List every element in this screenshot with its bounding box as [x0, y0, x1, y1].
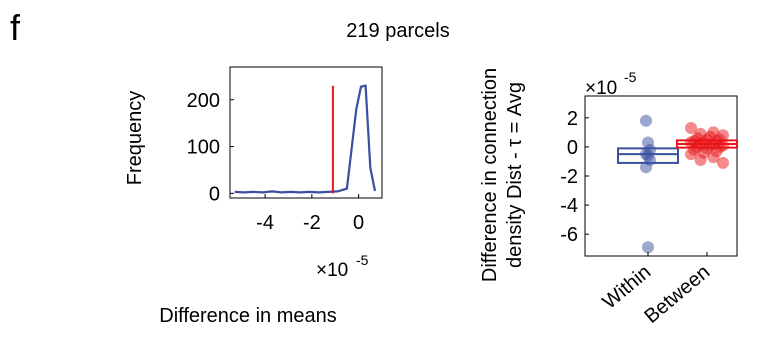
box-y-exponent-base: ×10	[585, 78, 617, 99]
histogram-plot-frame	[229, 66, 383, 199]
box-y-axis-label-line2: density Dist - τ = Avg	[504, 82, 526, 268]
histogram-y-tick-label: 200	[187, 90, 220, 112]
histogram-x-exponent-power: -5	[356, 252, 369, 268]
box-data-point	[642, 241, 654, 254]
box-y-exponent-power: -5	[624, 69, 637, 85]
box-data-point	[685, 122, 697, 134]
histogram-x-tick-label: -2	[303, 212, 321, 234]
box-plot-frame	[584, 95, 738, 257]
histogram-series-line	[234, 84, 377, 194]
histogram-y-axis-label: Frequency	[124, 91, 146, 186]
box-y-tick-label: -4	[560, 195, 578, 217]
box-iqr	[617, 147, 679, 164]
box-data-point	[694, 154, 707, 166]
box-y-tick-label: 2	[567, 108, 578, 130]
box-data-point	[640, 161, 652, 174]
histogram-y-tick-label: 100	[187, 137, 220, 159]
box-x-tick-label: Between	[640, 261, 714, 328]
box-y-tick-label: -2	[560, 166, 578, 188]
box-chart-title: 219 parcels	[346, 20, 449, 42]
panel-letter: f	[10, 7, 21, 48]
box-y-exponent: ×10 -5	[585, 69, 637, 99]
histogram-chart: 0 100 200 -4 -2 0 Frequency Difference in me…	[124, 66, 383, 327]
histogram-x-tick-label: 0	[353, 212, 364, 234]
histogram-x-exponent: ×10 -5	[316, 252, 369, 281]
histogram-x-exponent-base: ×10	[316, 260, 348, 281]
box-data-point	[640, 114, 652, 127]
box-y-tick-label: 0	[567, 137, 578, 159]
box-y-tick-label: -6	[560, 224, 578, 246]
histogram-y-tick-label: 0	[209, 183, 220, 205]
box-scatter-chart: 219 parcels Difference in connection den…	[346, 20, 738, 328]
histogram-x-axis-label: Difference in means	[159, 305, 337, 327]
box-y-axis-label-line1: Difference in connection	[479, 68, 501, 282]
box-data-point	[685, 148, 697, 161]
box-data-point	[717, 156, 729, 169]
histogram-x-tick-label: -4	[256, 212, 274, 234]
box-data-point	[707, 151, 720, 164]
